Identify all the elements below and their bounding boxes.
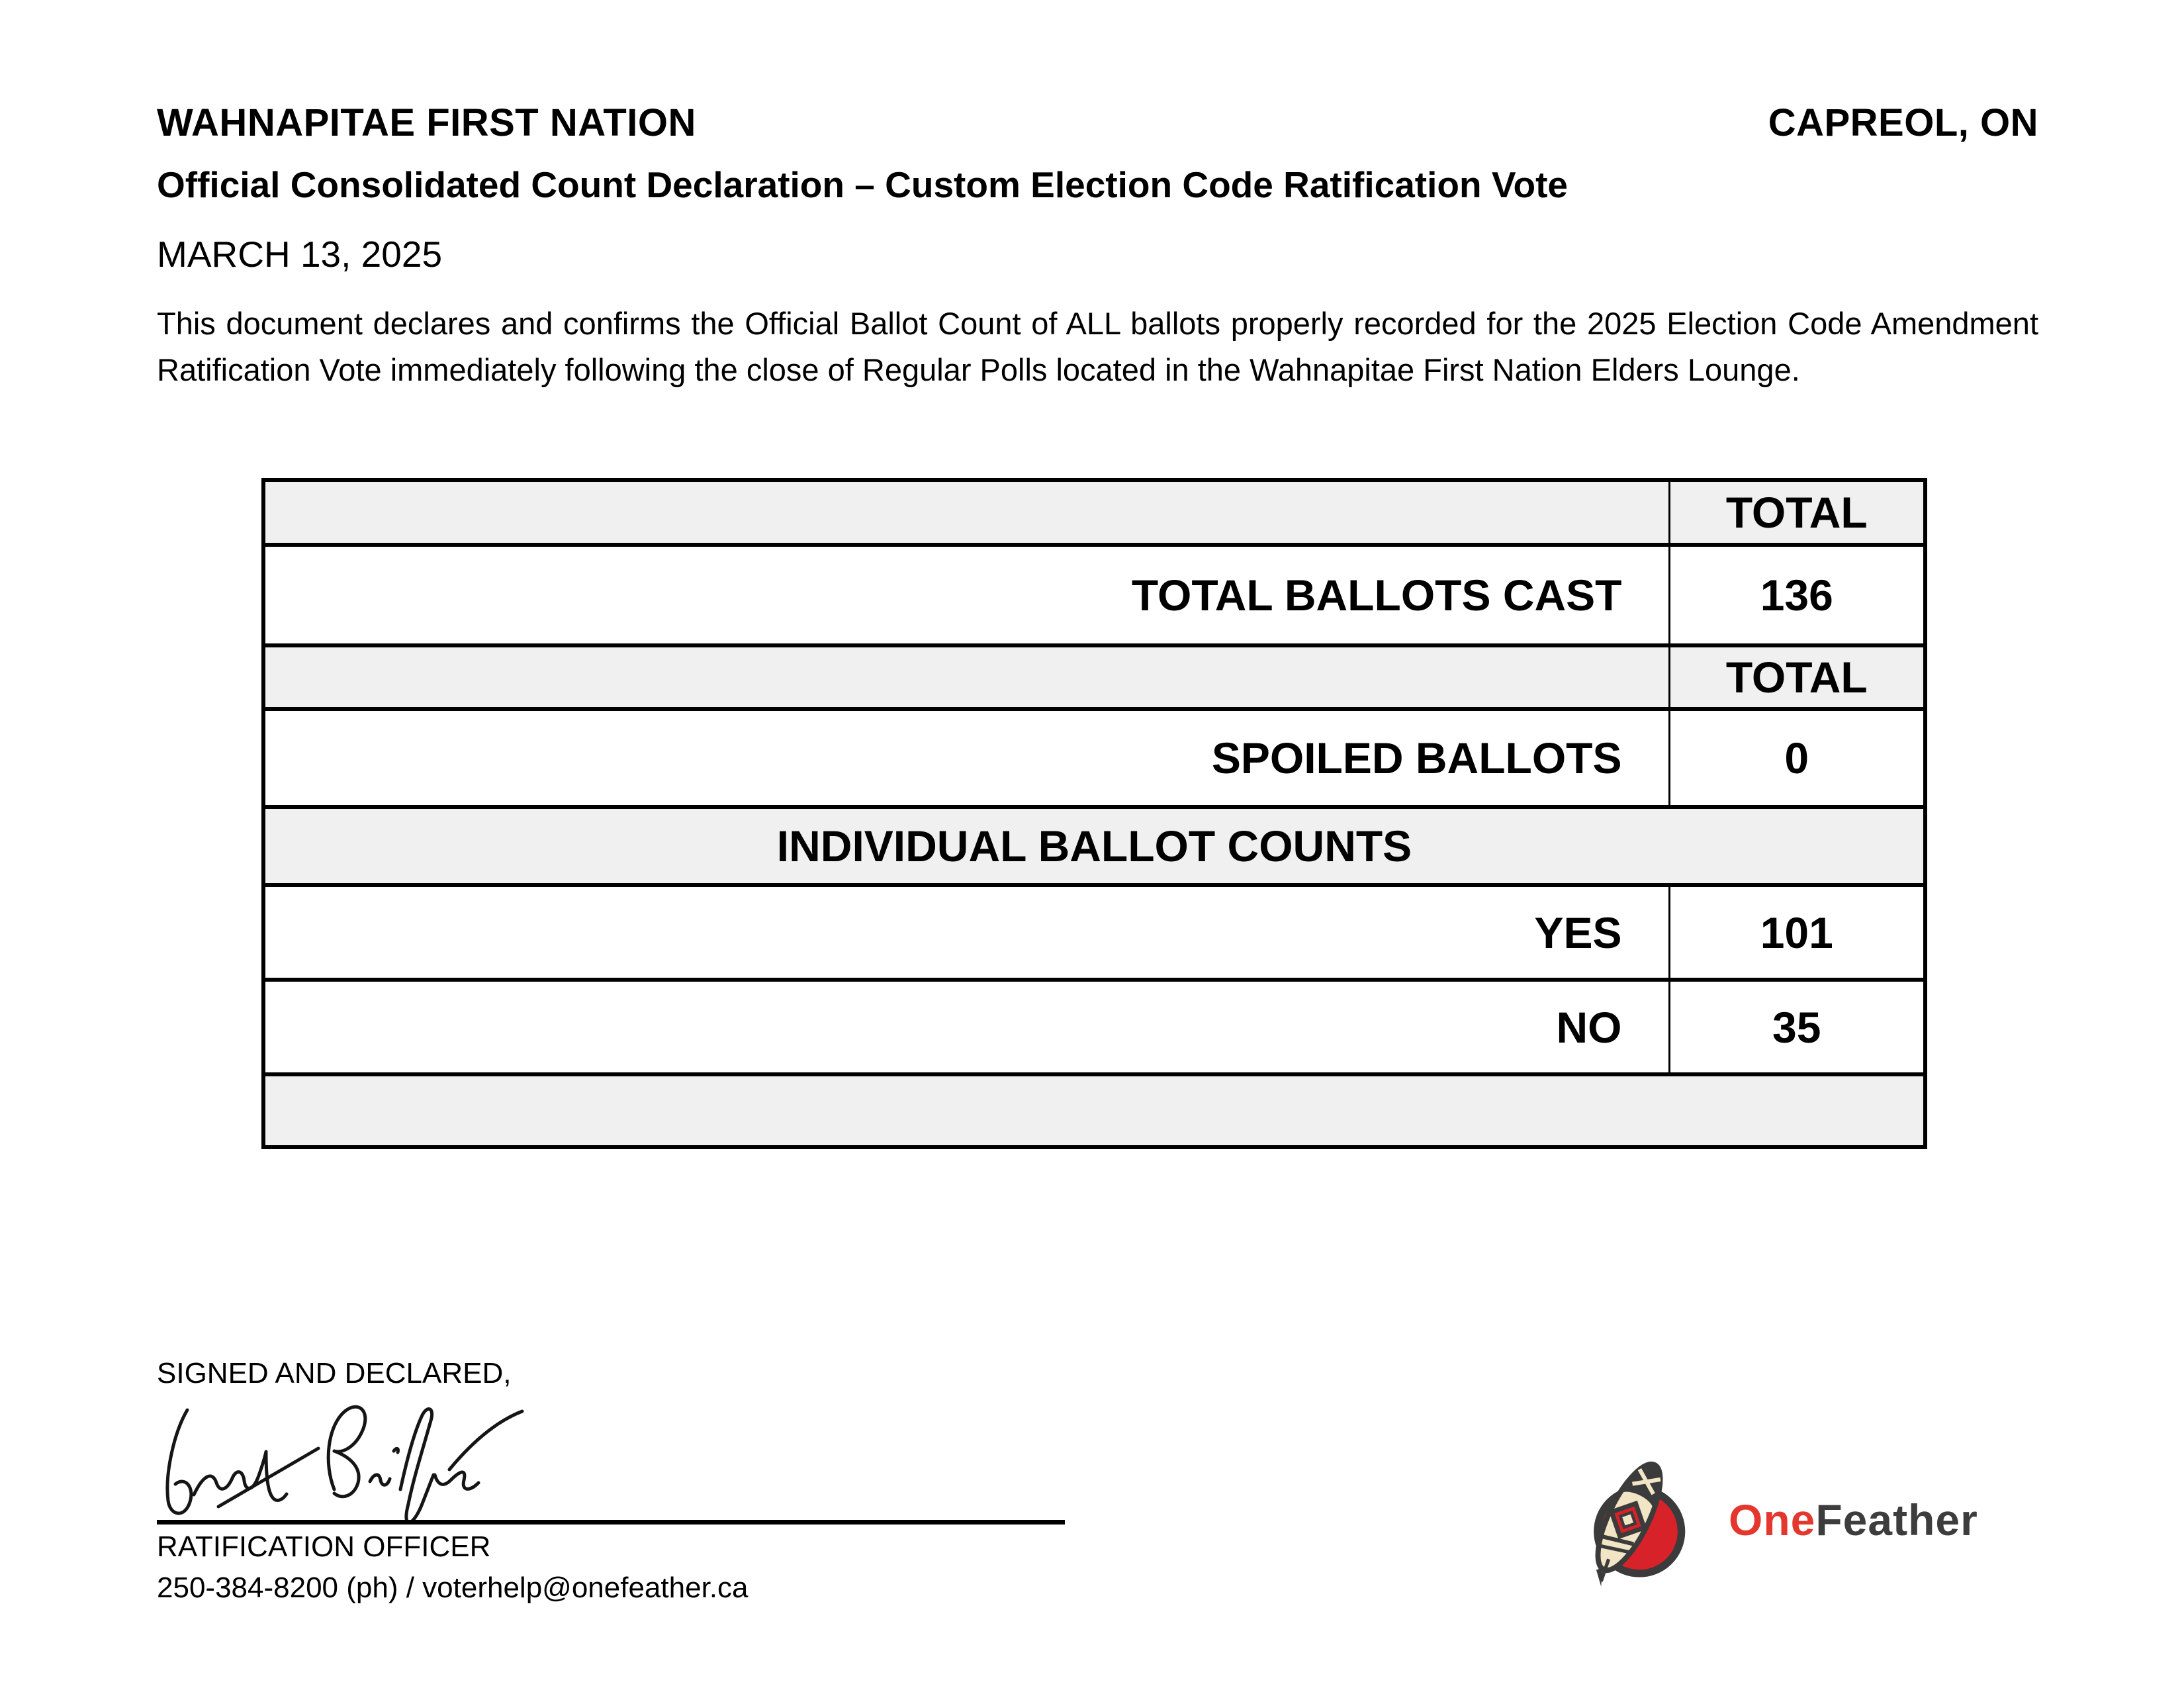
document-date: MARCH 13, 2025 <box>157 234 443 275</box>
table-cell-value: 35 <box>1668 978 1925 1076</box>
table-row-yes: YES 101 <box>263 883 1925 982</box>
table-cell-empty <box>263 478 1669 547</box>
brand-part-one: One <box>1729 1495 1816 1544</box>
org-name: WAHNAPITAE FIRST NATION <box>157 101 696 144</box>
signature-script <box>165 1405 524 1524</box>
table-cell-total-header: TOTAL <box>1668 643 1925 711</box>
table-cell-label: SPOILED BALLOTS <box>263 707 1669 809</box>
table-row-no: NO 35 <box>263 978 1925 1076</box>
table-cell-value: 136 <box>1668 543 1925 647</box>
table-row-empty-footer <box>263 1072 1925 1149</box>
table-cell-value: 101 <box>1668 883 1925 982</box>
declaration-paragraph: This document declares and confirms the … <box>157 306 2038 387</box>
ballot-count-table: TOTAL TOTAL BALLOTS CAST 136 TOTAL SPOIL… <box>261 478 1927 1149</box>
document-title: Official Consolidated Count Declaration … <box>157 164 1568 205</box>
table-row-ballots-cast: TOTAL BALLOTS CAST 136 <box>263 543 1925 647</box>
table-cell-empty <box>263 643 1669 711</box>
table-row-total-header-2: TOTAL <box>263 643 1925 711</box>
onefeather-logo: OneFeather <box>1579 1447 1978 1593</box>
table-cell-total-header: TOTAL <box>1668 478 1925 547</box>
brand-wordmark: OneFeather <box>1729 1495 1978 1545</box>
signer-role-label: RATIFICATION OFFICER <box>157 1530 491 1563</box>
table-cell-section-header: INDIVIDUAL BALLOT COUNTS <box>263 805 1925 887</box>
table-cell-label: TOTAL BALLOTS CAST <box>263 543 1669 647</box>
table-row-spoiled-ballots: SPOILED BALLOTS 0 <box>263 707 1925 809</box>
table-row-individual-counts-header: INDIVIDUAL BALLOT COUNTS <box>263 805 1925 887</box>
signature-line <box>157 1520 1065 1524</box>
table-row-total-header-1: TOTAL <box>263 478 1925 547</box>
table-cell-label: NO <box>263 978 1669 1076</box>
contact-info: 250-384-8200 (ph) / voterhelp@onefeather… <box>157 1571 749 1604</box>
feather-circle-icon <box>1594 1461 1686 1587</box>
location-label: CAPREOL, ON <box>1768 101 2038 144</box>
table-cell-value: 0 <box>1668 707 1925 809</box>
document-header: WAHNAPITAE FIRST NATION CAPREOL, ON <box>157 101 2038 145</box>
table-cell-empty <box>263 1072 1925 1149</box>
table-cell-label: YES <box>263 883 1669 982</box>
brand-part-feather: Feather <box>1815 1495 1978 1544</box>
signed-declared-label: SIGNED AND DECLARED, <box>157 1357 512 1389</box>
